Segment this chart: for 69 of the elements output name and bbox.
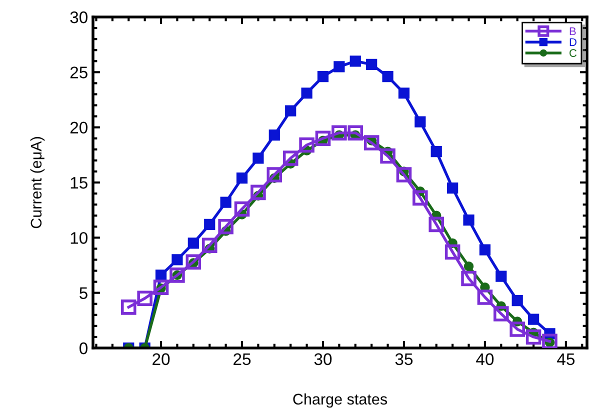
point [188,238,199,249]
point [428,216,444,232]
point [510,322,525,337]
x-axis-title: Charge states [293,393,388,408]
point [430,146,442,158]
point [220,196,232,208]
point [366,58,378,70]
point [120,300,136,315]
point [496,270,507,282]
y-tick-label: 20 [70,122,88,134]
point [334,61,345,72]
point [464,261,474,272]
point [234,201,250,217]
point [218,218,234,234]
legend-label: B [570,27,576,36]
point [348,125,364,140]
y-tick-label: 10 [70,232,88,244]
point [315,130,331,146]
point [252,152,264,164]
point [236,172,248,184]
point [542,334,558,348]
y-tick-label: 0 [80,342,88,354]
x-tick-label: 30 [314,353,332,366]
point [447,182,458,194]
point [172,254,183,266]
point [268,130,280,141]
y-tick-label: 5 [80,287,88,300]
point [332,125,347,140]
point [250,184,266,200]
y-tick-label: 15 [70,177,88,189]
y-tick-label: 25 [70,66,88,78]
point [494,306,509,322]
point [412,190,428,206]
point [202,238,218,254]
point [317,71,329,82]
point [396,167,412,182]
point [461,270,476,286]
x-tick-label: 25 [234,353,251,366]
x-tick-label: 20 [152,353,170,366]
point [528,314,540,325]
point [299,137,314,153]
point [382,71,394,82]
point [266,167,282,182]
point [479,244,491,256]
point [526,329,542,345]
point [153,280,169,295]
x-tick-label: 35 [395,353,413,366]
point [204,218,216,230]
point [137,290,152,306]
point [285,105,296,116]
point [282,150,298,166]
x-tick-label: 45 [557,353,575,366]
point [186,254,202,270]
point [477,290,493,305]
point [380,148,396,164]
y-axis-title: Current (eμA) [30,137,45,228]
point [301,88,312,99]
point [512,295,523,306]
point [364,135,380,150]
x-tick-label: 40 [476,353,494,366]
point [414,116,426,128]
point [463,214,474,226]
point [444,244,460,260]
point [398,88,410,99]
y-tick-label: 30 [70,11,88,24]
point [350,56,361,67]
legend-label: C [570,49,577,57]
legend-label: D [570,38,576,46]
point [155,270,167,281]
